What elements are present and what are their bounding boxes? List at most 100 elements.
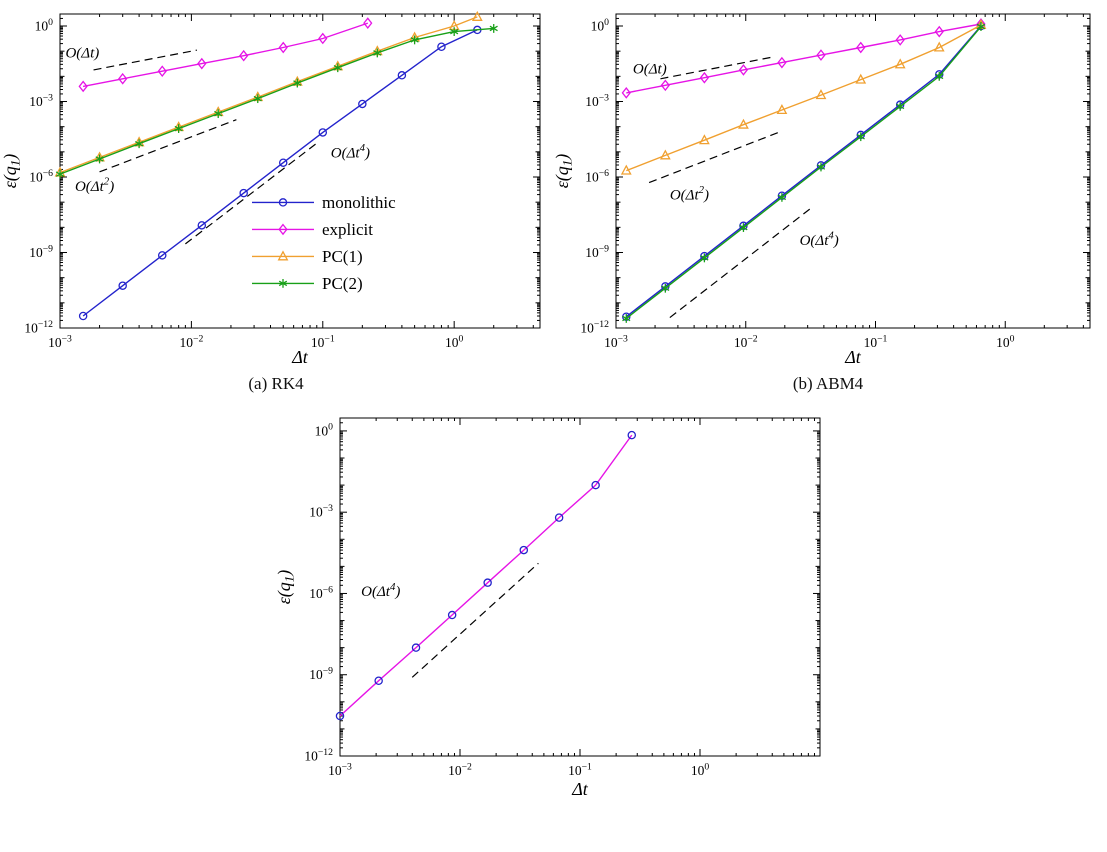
- chart-element: −3: [43, 92, 53, 103]
- chart-element: [776, 104, 788, 115]
- chart-element: [856, 133, 865, 140]
- chart-element: 10: [585, 170, 599, 185]
- order-guide-line: [648, 131, 780, 184]
- chart-element: 4: [828, 230, 834, 242]
- chart-element: −3: [62, 333, 72, 344]
- y-tick-label: 10−3: [309, 503, 333, 520]
- y-axis-label: ε(q1): [274, 570, 297, 605]
- chart-element: 10: [29, 94, 43, 109]
- chart-element: 1: [560, 160, 575, 167]
- order-guide-label: O(Δt2): [75, 176, 114, 195]
- chart-element: [816, 164, 826, 170]
- order-guide-label: O(Δt2): [670, 184, 709, 203]
- x-axis-label: Δt: [844, 347, 862, 367]
- order-guide-line: [93, 49, 197, 71]
- chart-element: [411, 643, 420, 652]
- chart-element: O(Δt: [75, 179, 105, 195]
- chart-element: [450, 28, 459, 35]
- series-markers-PC(1): [620, 18, 987, 175]
- chart-c-canvas: 10−3 10−2 10−1 10010010−310−610−910−12Δtε(q…: [274, 417, 820, 799]
- chart-element: −6: [322, 584, 332, 595]
- chart-element: 10: [445, 335, 459, 350]
- plot-a: 10−3 10−2 10−1 100 100 10−3 10−6 10−9 10−12 Δt ε(q…: [0, 0, 552, 394]
- chart-element: [363, 17, 373, 29]
- chart-element: [738, 118, 749, 129]
- order-guide-line: [660, 56, 773, 80]
- chart-element: ε(q: [0, 166, 21, 188]
- series-line-explicit: [626, 23, 982, 94]
- order-guide-label: O(Δt4): [361, 581, 400, 600]
- chart-element: [373, 50, 382, 56]
- chart-element: [661, 285, 670, 292]
- series-line-monolithic: [82, 29, 478, 317]
- chart-element: 0: [48, 17, 53, 28]
- chart-element: [739, 224, 748, 231]
- chart-element: [777, 56, 787, 69]
- chart-element: 10: [996, 335, 1010, 350]
- bottom-row: 10−3 10−2 10−1 100 100 10−3 10−6 10−9 10−12 Δt ε(q…: [0, 404, 1107, 806]
- chart-element: ): [0, 154, 21, 161]
- series-markers-explicit: [78, 17, 373, 93]
- chart-element: −12: [38, 319, 53, 330]
- chart-element: [627, 430, 636, 440]
- y-tick-label: 10−9: [309, 666, 333, 683]
- caption-a: (a) RK4: [248, 374, 304, 393]
- chart-element: [554, 513, 563, 522]
- x-axis-label: Δt: [571, 779, 589, 799]
- chart-element: ): [833, 233, 839, 249]
- chart-element: 10: [304, 749, 318, 764]
- chart-element: 10: [734, 335, 748, 350]
- y-tick-label: 10−12: [580, 319, 609, 336]
- chart-element: [358, 99, 367, 109]
- legend: monolithic explicit PC(1) PC(2): [252, 193, 396, 293]
- chart-a-canvas: 10−3 10−2 10−1 10010010−310−610−910−12Δtε(q…: [0, 10, 541, 367]
- chart-element: [78, 311, 88, 321]
- x-tick-label: 10−2: [179, 333, 203, 350]
- chart-element: −6: [599, 168, 609, 179]
- chart-element: [620, 164, 632, 175]
- chart-element: [699, 134, 710, 145]
- chart-element: [278, 280, 288, 287]
- plot-box: [339, 417, 820, 757]
- chart-element: O(Δt: [331, 145, 361, 161]
- chart-element: 0: [1010, 333, 1015, 344]
- chart-element: 10: [311, 335, 325, 350]
- chart-element: [278, 198, 288, 207]
- x-tick-label: 10−2: [448, 761, 472, 778]
- chart-element: 10: [309, 586, 323, 601]
- chart-element: O(Δt: [361, 584, 391, 600]
- chart-element: [335, 711, 344, 721]
- x-tick-label: 10−1: [864, 333, 888, 350]
- chart-element: −3: [341, 761, 351, 772]
- chart-element: −12: [594, 319, 609, 330]
- y-axis-label: ε(q1): [0, 154, 23, 189]
- chart-element: [976, 23, 986, 30]
- chart-element: ): [108, 179, 114, 195]
- chart-element: −1: [877, 333, 887, 344]
- chart-element: [118, 281, 127, 290]
- chart-element: [118, 72, 128, 85]
- x-tick-label: 10−2: [734, 333, 758, 350]
- x-tick-label: 100: [445, 333, 464, 350]
- chart-element: ): [394, 584, 400, 600]
- x-axis-label: Δt: [291, 347, 309, 367]
- chart-element: [856, 41, 866, 54]
- y-tick-label: 100: [591, 17, 610, 34]
- chart-element: 10: [448, 763, 462, 778]
- chart-element: [55, 171, 65, 177]
- chart-element: 10: [585, 94, 599, 109]
- series-markers-PC(2): [55, 24, 498, 179]
- chart-element: [78, 80, 88, 93]
- order-guide-line: [185, 142, 318, 245]
- x-tick-label: 100: [996, 333, 1015, 350]
- chart-element: −1: [581, 761, 591, 772]
- chart-element: [373, 676, 383, 685]
- legend-label: PC(1): [322, 247, 363, 266]
- chart-element: 10: [690, 763, 704, 778]
- chart-element: [174, 125, 183, 132]
- chart-element: [934, 25, 944, 38]
- chart-element: 2: [699, 184, 705, 196]
- chart-element: [157, 251, 167, 260]
- chart-element: −2: [461, 761, 471, 772]
- chart-element: 10: [314, 423, 328, 438]
